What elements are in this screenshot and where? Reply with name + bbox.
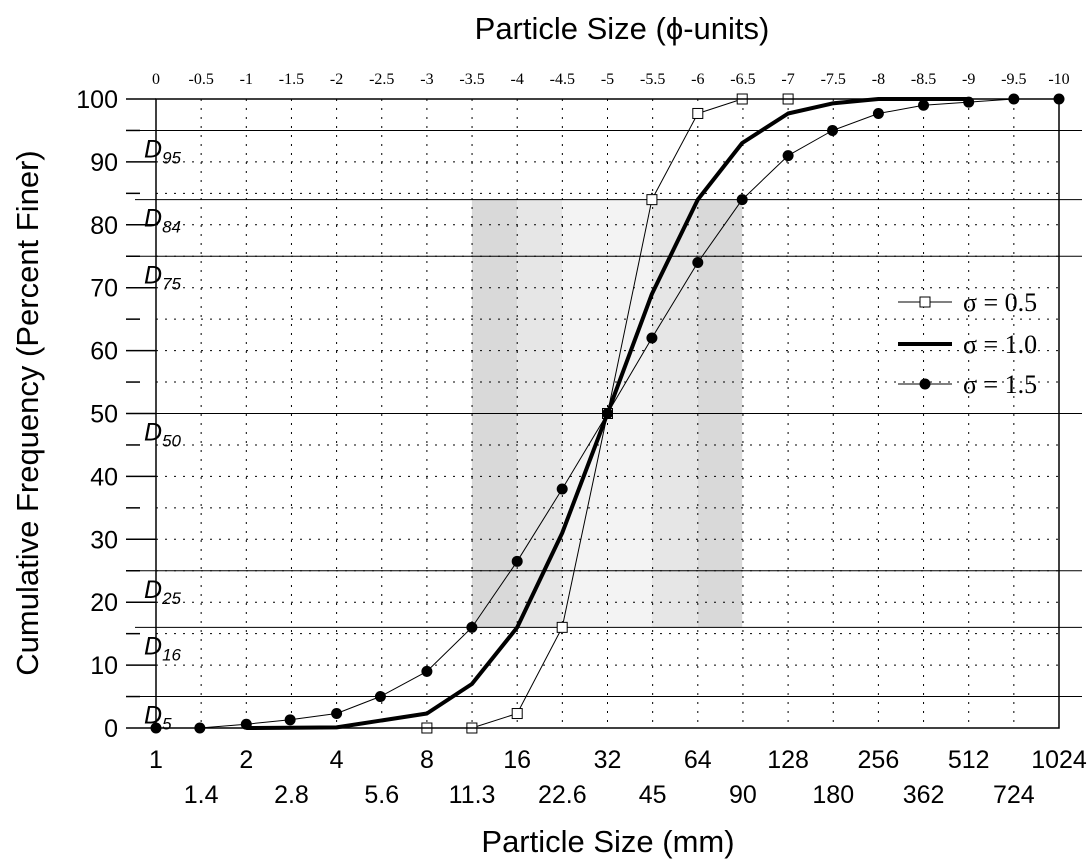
phi-tick-label--1: -1 bbox=[240, 71, 253, 88]
y-tick-label-40: 40 bbox=[90, 463, 118, 491]
percentile-label-d50: D50 bbox=[144, 419, 182, 451]
percentile-label-d84: D84 bbox=[144, 205, 181, 237]
phi-tick-label--3: -3 bbox=[420, 71, 433, 88]
series-group bbox=[150, 93, 1065, 734]
series-0-point-2 bbox=[511, 708, 523, 720]
phi-tick-label--5.5: -5.5 bbox=[640, 71, 665, 88]
x-tick-label-128: 128 bbox=[767, 746, 809, 774]
phi-tick-label--4.5: -4.5 bbox=[550, 71, 575, 88]
x-tick-label-1: 1 bbox=[149, 746, 163, 774]
legend-label-0: σ = 0.5 bbox=[963, 288, 1037, 317]
legend-label-2: σ = 1.5 bbox=[963, 370, 1037, 399]
phi-tick-label-0: 0 bbox=[152, 71, 160, 88]
series-2-point-17 bbox=[918, 99, 930, 111]
series-2-point-7 bbox=[466, 621, 478, 633]
x-tick-label-32: 32 bbox=[594, 746, 622, 774]
phi-tick-label--9.5: -9.5 bbox=[1001, 71, 1026, 88]
x-tick-label-256: 256 bbox=[858, 746, 900, 774]
legend-marker-2 bbox=[919, 378, 931, 390]
y-tick-label-80: 80 bbox=[90, 212, 118, 240]
phi-tick-label--2.5: -2.5 bbox=[369, 71, 394, 88]
series-line-1 bbox=[246, 97, 969, 730]
x-axis-title: Particle Size (mm) bbox=[481, 824, 734, 859]
y-tick-label-70: 70 bbox=[90, 275, 118, 303]
x-minor-tick-label-22.6: 22.6 bbox=[538, 781, 587, 809]
y-tick-label-50: 50 bbox=[90, 401, 118, 429]
x-tick-label-16: 16 bbox=[503, 746, 531, 774]
series-2-point-14 bbox=[782, 150, 794, 162]
x-tick-label-512: 512 bbox=[948, 746, 990, 774]
series-2-point-10 bbox=[602, 408, 613, 419]
x-minor-tick-label-180: 180 bbox=[812, 781, 854, 809]
y-tick-label-20: 20 bbox=[90, 589, 118, 617]
percentile-subscript-d84: 84 bbox=[162, 218, 181, 237]
legend-label-1: σ = 1.0 bbox=[963, 330, 1037, 359]
series-2-point-13 bbox=[736, 194, 748, 206]
chart-title: Particle Size (ϕ-units) bbox=[475, 11, 770, 46]
percentile-subscript-d16: 16 bbox=[162, 645, 181, 664]
series-2-point-15 bbox=[827, 124, 839, 136]
phi-tick-label--6: -6 bbox=[691, 71, 704, 88]
tick-marks bbox=[126, 98, 156, 729]
percentile-subscript-d50: 50 bbox=[162, 432, 181, 451]
series-2-point-8 bbox=[511, 555, 523, 567]
x-minor-tick-label-724: 724 bbox=[993, 781, 1035, 809]
y-tick-label-100: 100 bbox=[76, 86, 118, 114]
series-2-point-11 bbox=[646, 332, 658, 344]
series-2-point-12 bbox=[692, 257, 704, 269]
y-axis-title: Cumulative Frequency (Percent Finer) bbox=[10, 150, 45, 675]
phi-tick-label--9: -9 bbox=[962, 71, 975, 88]
phi-tick-label--8: -8 bbox=[872, 71, 885, 88]
x-minor-tick-label-90: 90 bbox=[729, 781, 757, 809]
series-2-point-6 bbox=[421, 665, 433, 677]
phi-tick-label--7: -7 bbox=[781, 71, 794, 88]
series-2-point-5 bbox=[374, 691, 386, 703]
x-minor-tick-label-1.4: 1.4 bbox=[184, 781, 219, 809]
percentile-label-d16: D16 bbox=[144, 632, 182, 664]
series-2-point-9 bbox=[556, 483, 568, 495]
y-tick-label-30: 30 bbox=[90, 526, 118, 554]
percentile-subscript-d75: 75 bbox=[162, 274, 181, 293]
x-minor-tick-label-2.8: 2.8 bbox=[274, 781, 309, 809]
percentile-subscript-d25: 25 bbox=[161, 589, 181, 608]
phi-tick-label--8.5: -8.5 bbox=[911, 71, 936, 88]
percentile-subscript-d95: 95 bbox=[162, 148, 181, 167]
series-0-point-6 bbox=[692, 107, 704, 119]
x-minor-tick-label-362: 362 bbox=[903, 781, 945, 809]
legend-marker-0 bbox=[919, 296, 931, 308]
phi-tick-label--3.5: -3.5 bbox=[459, 71, 484, 88]
series-2-point-16 bbox=[872, 107, 884, 119]
x-minor-tick-label-5.6: 5.6 bbox=[364, 781, 399, 809]
x-tick-label-64: 64 bbox=[684, 746, 712, 774]
y-tick-label-90: 90 bbox=[90, 149, 118, 177]
x-minor-tick-label-11.3: 11.3 bbox=[449, 781, 496, 809]
x-tick-label-1024: 1024 bbox=[1031, 746, 1087, 774]
phi-tick-label--1.5: -1.5 bbox=[279, 71, 304, 88]
y-tick-label-0: 0 bbox=[104, 715, 118, 743]
phi-tick-label--4: -4 bbox=[511, 71, 524, 88]
x-tick-label-8: 8 bbox=[420, 746, 434, 774]
phi-tick-label--5: -5 bbox=[601, 71, 614, 88]
x-minor-tick-label-45: 45 bbox=[639, 781, 667, 809]
phi-tick-label--6.5: -6.5 bbox=[730, 71, 755, 88]
x-tick-label-4: 4 bbox=[330, 746, 344, 774]
phi-tick-label--0.5: -0.5 bbox=[188, 71, 213, 88]
phi-tick-label--2: -2 bbox=[330, 71, 343, 88]
series-0-point-3 bbox=[556, 621, 568, 633]
series-2-point-4 bbox=[331, 708, 343, 720]
phi-tick-label--7.5: -7.5 bbox=[821, 71, 846, 88]
legend: σ = 0.5 σ = 1.0 σ = 1.5 bbox=[898, 288, 1037, 399]
series-2-point-3 bbox=[284, 714, 296, 726]
x-tick-label-2: 2 bbox=[239, 746, 253, 774]
phi-tick-label--10: -10 bbox=[1048, 71, 1069, 88]
series-0-point-5 bbox=[646, 194, 658, 206]
y-tick-label-60: 60 bbox=[90, 338, 118, 366]
series-2-point-2 bbox=[240, 718, 252, 730]
percentile-subscript-d5: 5 bbox=[162, 715, 172, 734]
y-tick-label-10: 10 bbox=[90, 652, 118, 680]
